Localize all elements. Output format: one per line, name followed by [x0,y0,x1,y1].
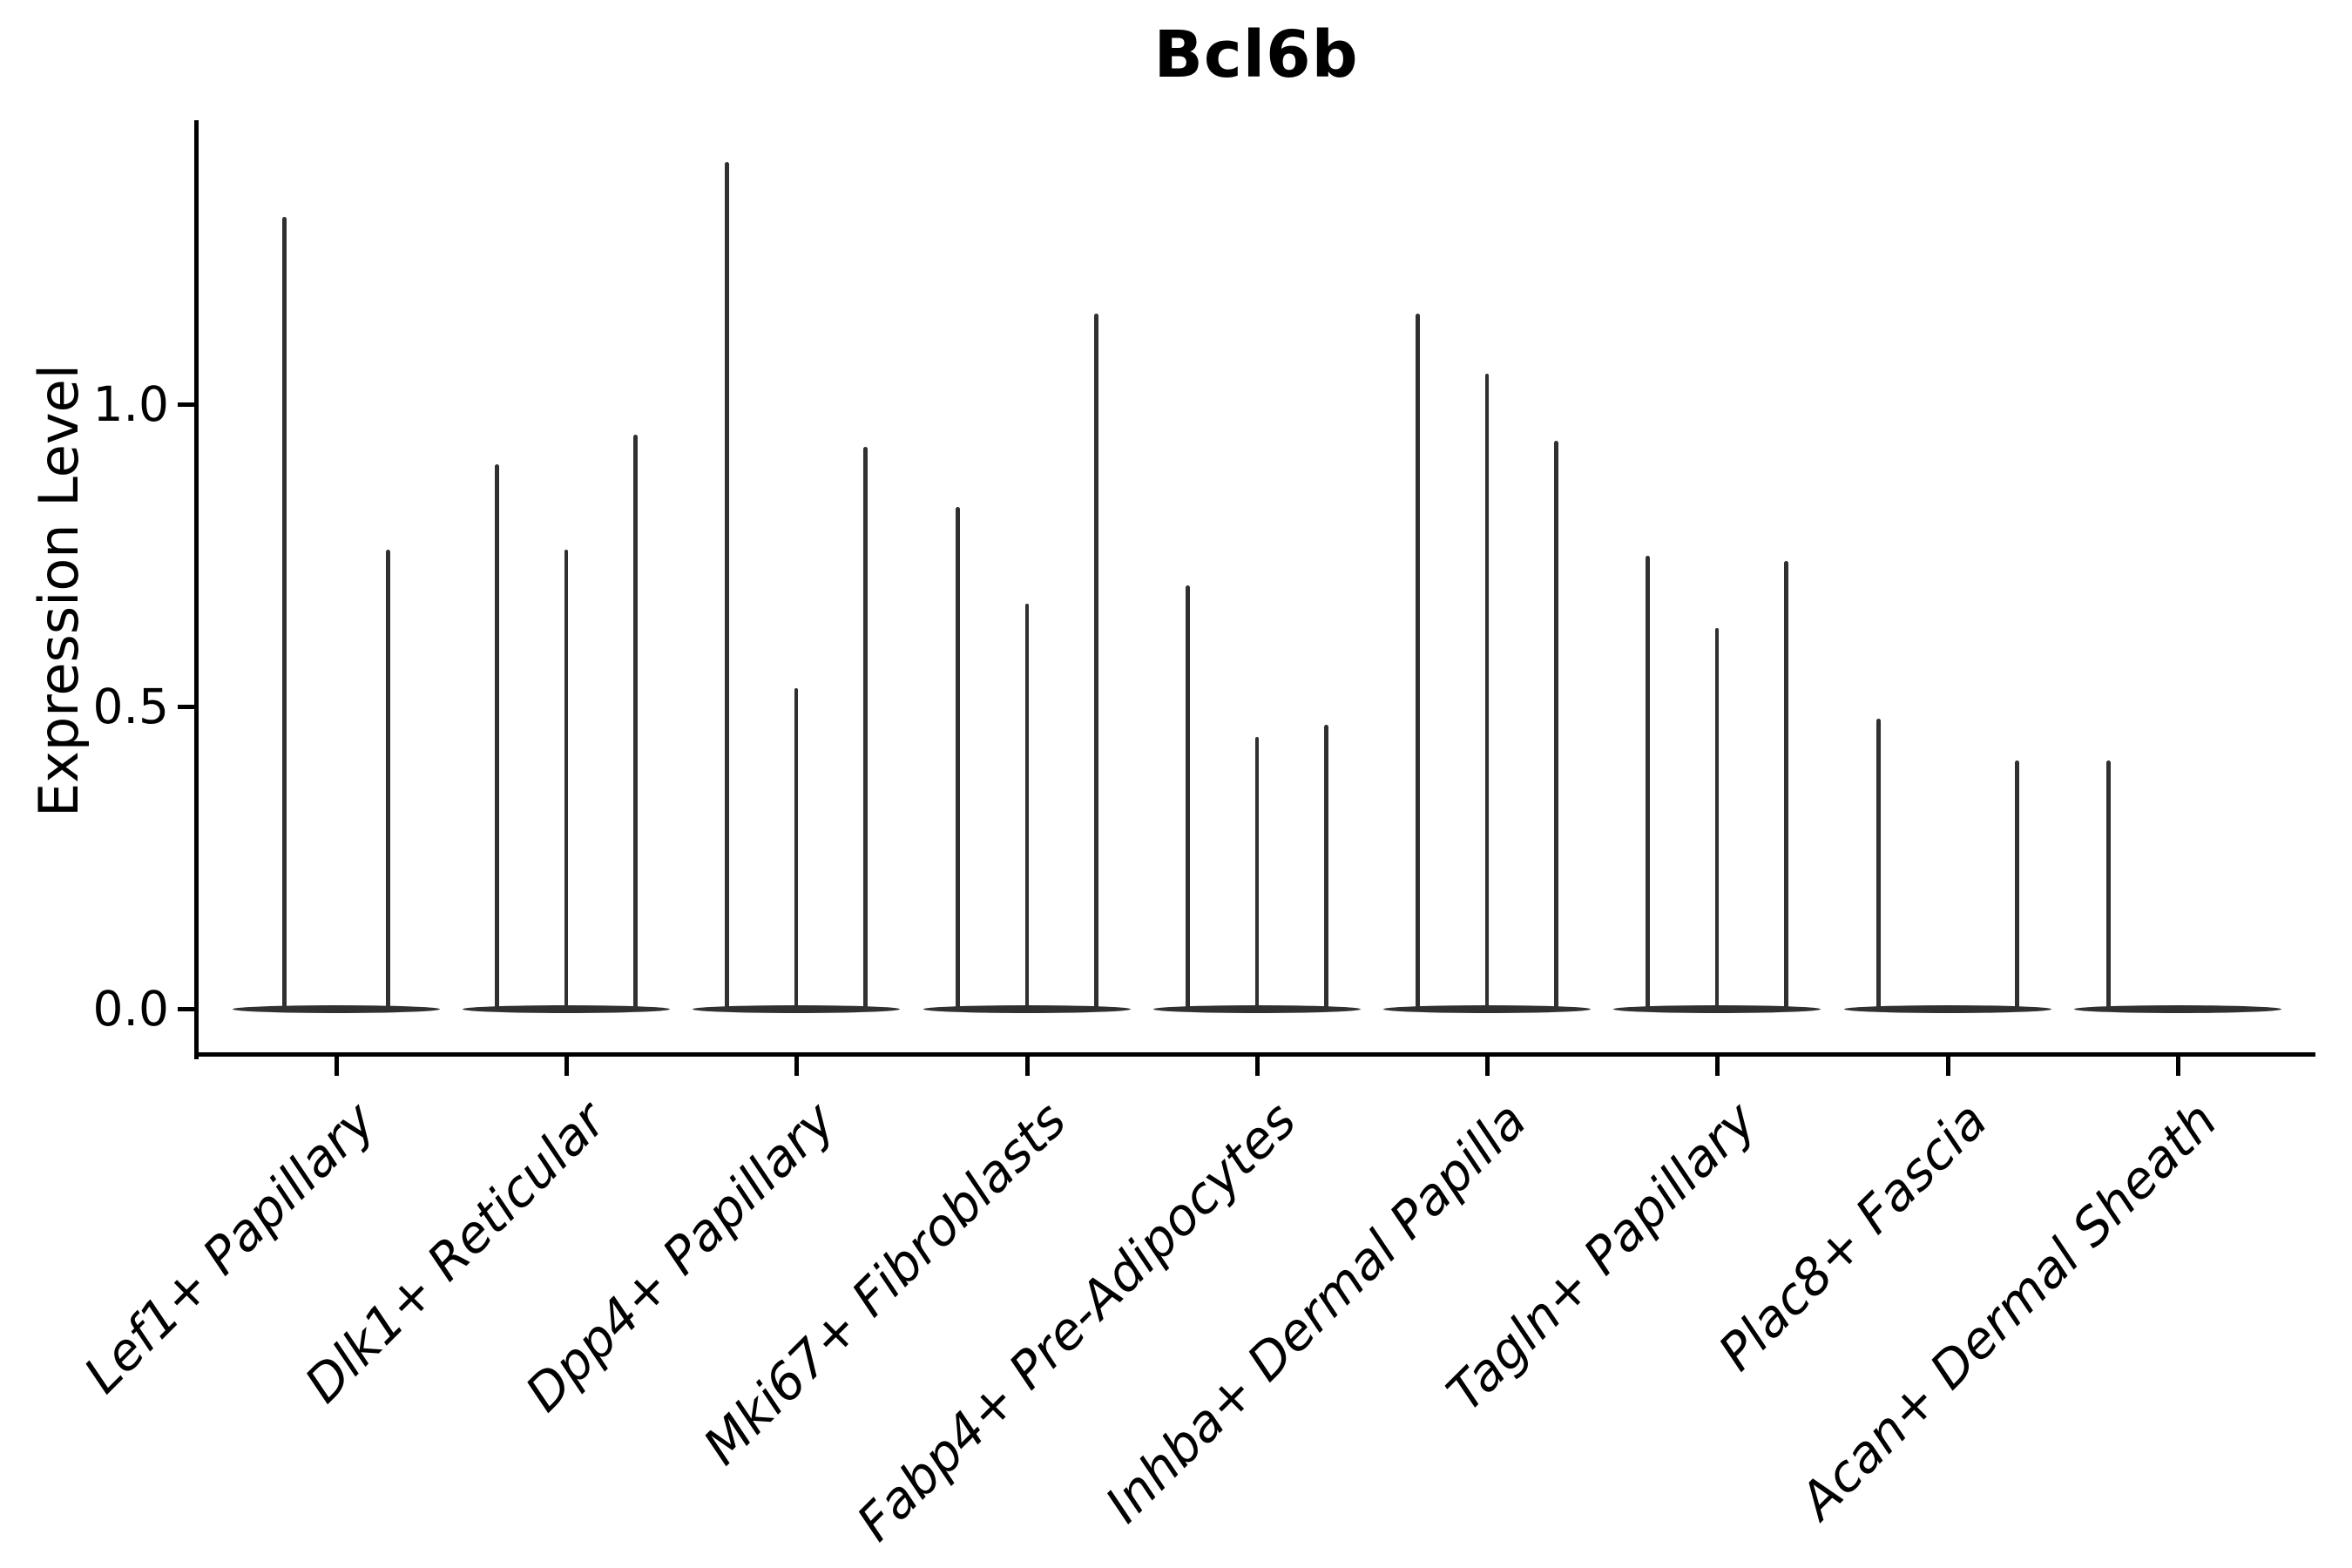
violin-spike [1484,374,1490,1009]
violin-base [693,1004,900,1013]
x-tick-mark [564,1055,569,1076]
violin-spike [2106,760,2111,1009]
plot-title: Bcl6b [1153,17,1359,92]
violin-spike [1416,313,1420,1009]
violin-base [2074,1004,2281,1013]
x-tick-label-acan-dermal-sheath: Acan+ Dermal Sheath [1788,1090,2228,1531]
x-tick-mark [1024,1055,1030,1076]
violin-spike [1024,604,1030,1009]
y-tick-label: 0.0 [92,981,169,1037]
violin-spike [956,506,960,1009]
violin-spike [1186,585,1190,1009]
violin-spike [386,549,390,1009]
x-tick-mark [1945,1055,1950,1076]
violin-base [1153,1004,1361,1013]
violin-spike [1714,627,1720,1009]
violin-spike [725,162,729,1009]
violin-spike [794,688,799,1009]
violin-spike [1554,440,1558,1009]
x-tick-mark [1254,1055,1260,1076]
y-tick-mark [178,402,197,407]
violin-spike [495,464,499,1009]
violin-spike [863,446,868,1009]
violin-base [1383,1004,1591,1013]
x-tick-mark [1714,1055,1720,1076]
x-axis-spine [194,1052,2315,1057]
y-axis-spine [194,120,199,1059]
violin-base [1844,1004,2051,1013]
y-tick-label: 1.0 [92,376,169,432]
y-tick-mark [178,704,197,709]
violin-spike [2015,760,2019,1009]
x-tick-mark [334,1055,339,1076]
violin-base [923,1004,1131,1013]
violin-spike [1254,736,1260,1009]
violin-base [463,1004,670,1013]
x-tick-mark [1484,1055,1490,1076]
y-axis-title: Expression Level [27,364,91,817]
x-tick-mark [2175,1055,2180,1076]
violin-spike [1646,555,1650,1009]
y-tick-label: 0.5 [92,679,169,734]
violin-spike [282,216,287,1009]
y-tick-mark [178,1006,197,1011]
x-tick-label-fabp4-pre-adipocytes: Fabp4+ Pre-Adipocytes [845,1090,1308,1552]
violin-spike [1784,561,1788,1009]
violin-spike [633,434,638,1009]
violin-spike [564,549,569,1009]
violin-spike [1876,718,1881,1009]
violin-base [1613,1004,1821,1013]
violin-spike [1094,313,1098,1009]
x-tick-mark [794,1055,799,1076]
x-tick-label-inhba-dermal-papilla: Inhba+ Dermal Papilla [1093,1090,1538,1535]
violin-spike [1324,724,1328,1009]
violin-base [233,1004,440,1013]
